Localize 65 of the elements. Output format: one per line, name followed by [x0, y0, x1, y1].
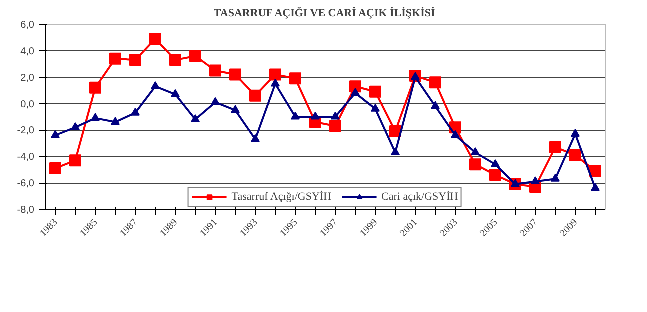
point [230, 68, 242, 81]
point [371, 104, 380, 112]
y-tick-label: 2,0 [20, 72, 35, 84]
point [470, 158, 482, 171]
point [311, 112, 320, 120]
point [591, 183, 600, 192]
point [250, 90, 262, 102]
point [211, 97, 220, 106]
point [90, 82, 102, 94]
point [570, 149, 582, 162]
y-tick-label: 4,0 [20, 46, 35, 58]
point [130, 54, 142, 66]
point [71, 122, 80, 130]
point [331, 112, 340, 120]
x-tick-label: 1983 [38, 217, 60, 240]
chart-title: TASARRUF AÇIĞI VE CARİ AÇIK İLİŞKİSİ [214, 6, 436, 20]
point [351, 88, 360, 96]
point [51, 130, 60, 138]
point [171, 89, 180, 98]
legend-label: Cari açık/GSYİH [382, 191, 458, 203]
point [550, 141, 562, 154]
point [291, 112, 300, 120]
point [131, 108, 140, 116]
x-tick-label: 1991 [198, 217, 220, 240]
point [430, 76, 442, 89]
point [111, 117, 120, 126]
point [531, 176, 540, 185]
point [190, 50, 202, 62]
y-tick-label: -4,0 [17, 152, 35, 164]
point [431, 101, 440, 110]
y-tick-label: 6,0 [20, 20, 35, 31]
point [151, 81, 160, 90]
y-tick-label: -8,0 [17, 205, 35, 216]
x-tick-label: 1989 [158, 217, 180, 240]
point [390, 126, 402, 138]
point [330, 120, 342, 132]
point [451, 130, 460, 138]
x-tick-label: 1999 [358, 217, 380, 240]
point [490, 169, 502, 182]
point [110, 52, 122, 65]
point [91, 113, 100, 122]
point [270, 68, 282, 81]
point [231, 105, 240, 114]
point [551, 174, 560, 182]
point [271, 78, 280, 87]
point [251, 134, 260, 142]
point [70, 154, 82, 167]
point [571, 129, 580, 137]
point [391, 148, 400, 156]
point [590, 165, 602, 178]
y-tick-label: -6,0 [17, 178, 35, 190]
point [210, 64, 222, 77]
point [191, 114, 200, 122]
point [150, 33, 162, 46]
point [350, 80, 362, 93]
legend-label: Tasarruf Açığı/GSYİH [232, 191, 332, 203]
x-tick-label: 1993 [238, 217, 260, 240]
point [370, 86, 382, 98]
point [471, 148, 480, 156]
point [491, 159, 500, 168]
point [290, 72, 302, 85]
point [170, 54, 182, 66]
y-tick-label: -2,0 [17, 126, 35, 137]
y-tick-label: 0,0 [20, 99, 35, 110]
point [50, 162, 62, 175]
